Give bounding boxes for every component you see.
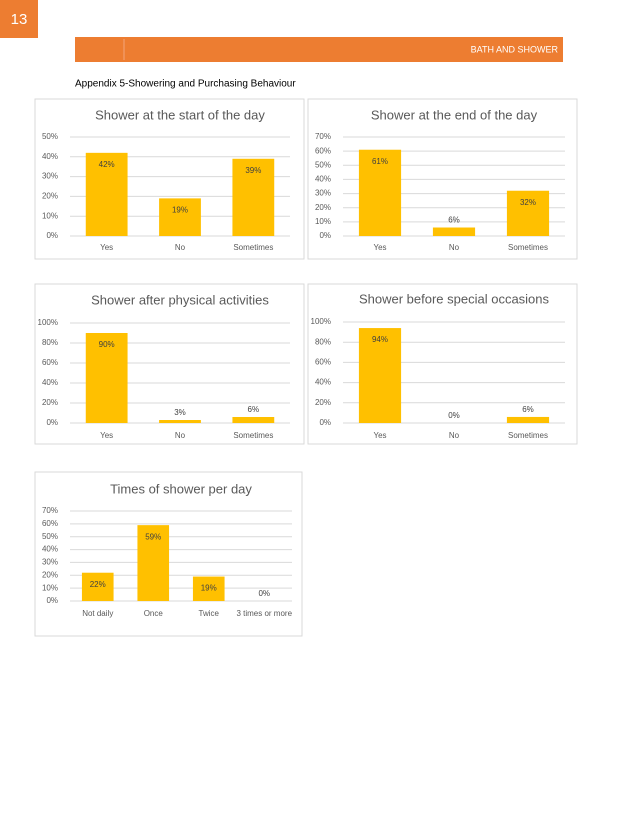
x-tick-label: Sometimes	[233, 431, 273, 440]
y-tick-label: 40%	[42, 152, 58, 161]
y-tick-label: 30%	[42, 172, 58, 181]
y-tick-label: 100%	[38, 318, 58, 327]
y-tick-label: 0%	[319, 231, 331, 240]
y-tick-label: 40%	[42, 545, 58, 554]
y-tick-label: 20%	[315, 398, 331, 407]
y-tick-label: 40%	[315, 175, 331, 184]
data-label: 0%	[448, 411, 460, 420]
x-tick-label: No	[449, 431, 460, 440]
x-tick-label: No	[175, 431, 186, 440]
y-tick-label: 80%	[315, 337, 331, 346]
chart-title: Shower before special occasions	[359, 291, 550, 306]
bar	[506, 190, 550, 236]
y-tick-label: 100%	[311, 317, 331, 326]
data-label: 59%	[145, 532, 161, 541]
x-tick-label: No	[449, 243, 460, 252]
x-tick-label: No	[175, 243, 186, 252]
chart-title: Times of shower per day	[110, 481, 252, 496]
x-tick-label: Yes	[100, 431, 113, 440]
x-tick-label: Sometimes	[233, 243, 273, 252]
data-label: 0%	[258, 589, 270, 598]
bar	[159, 198, 201, 236]
chart-title: Shower at the start of the day	[95, 107, 265, 122]
y-tick-label: 20%	[315, 203, 331, 212]
bar	[159, 420, 201, 423]
y-tick-label: 30%	[42, 558, 58, 567]
bar	[358, 149, 402, 236]
data-label: 90%	[99, 340, 115, 349]
y-tick-label: 50%	[42, 532, 58, 541]
y-tick-label: 10%	[315, 217, 331, 226]
bar	[506, 416, 550, 423]
y-tick-label: 50%	[315, 160, 331, 169]
y-tick-label: 60%	[315, 146, 331, 155]
y-tick-label: 20%	[42, 398, 58, 407]
y-tick-label: 60%	[42, 519, 58, 528]
y-tick-label: 10%	[42, 583, 58, 592]
y-tick-label: 30%	[315, 189, 331, 198]
y-tick-label: 0%	[319, 418, 331, 427]
page-number: 13	[11, 11, 28, 28]
y-tick-label: 40%	[42, 378, 58, 387]
data-label: 94%	[372, 335, 388, 344]
data-label: 22%	[90, 580, 106, 589]
header-bar	[75, 37, 563, 62]
bar	[137, 525, 170, 601]
data-label: 39%	[245, 166, 261, 175]
bar	[85, 152, 128, 236]
y-tick-label: 0%	[46, 231, 58, 240]
y-tick-label: 40%	[315, 378, 331, 387]
data-label: 19%	[172, 205, 188, 214]
bar	[192, 576, 225, 601]
data-label: 6%	[448, 216, 460, 225]
x-tick-label: Yes	[100, 243, 113, 252]
data-label: 61%	[372, 157, 388, 166]
bar	[232, 417, 275, 423]
x-tick-label: Sometimes	[508, 243, 548, 252]
x-tick-label: Sometimes	[508, 431, 548, 440]
x-tick-label: Twice	[199, 609, 220, 618]
bar	[81, 572, 114, 601]
y-tick-label: 50%	[42, 132, 58, 141]
heading: Appendix 5-Showering and Purchasing Beha…	[75, 79, 296, 90]
y-tick-label: 80%	[42, 338, 58, 347]
chart-title: Shower after physical activities	[91, 292, 269, 307]
data-label: 32%	[520, 198, 536, 207]
bar	[358, 328, 402, 423]
data-label: 6%	[248, 405, 260, 414]
y-tick-label: 60%	[315, 358, 331, 367]
y-tick-label: 0%	[46, 418, 58, 427]
x-tick-label: Once	[144, 609, 164, 618]
x-tick-label: Yes	[373, 243, 386, 252]
x-tick-label: 3 times or more	[236, 609, 292, 618]
header-title: BATH AND SHOWER	[471, 44, 559, 54]
y-tick-label: 20%	[42, 192, 58, 201]
y-tick-label: 10%	[42, 211, 58, 220]
x-tick-label: Yes	[373, 431, 386, 440]
y-tick-label: 60%	[42, 358, 58, 367]
y-tick-label: 70%	[315, 132, 331, 141]
y-tick-label: 0%	[46, 596, 58, 605]
bar	[232, 158, 275, 236]
bar	[85, 333, 128, 423]
chart-title: Shower at the end of the day	[371, 107, 538, 122]
data-label: 6%	[522, 405, 534, 414]
page-number-box	[0, 0, 38, 38]
y-tick-label: 20%	[42, 570, 58, 579]
bar	[432, 227, 476, 236]
data-label: 19%	[201, 584, 217, 593]
x-tick-label: Not daily	[82, 609, 113, 618]
y-tick-label: 70%	[42, 506, 58, 515]
data-label: 42%	[99, 160, 115, 169]
data-label: 3%	[174, 408, 186, 417]
